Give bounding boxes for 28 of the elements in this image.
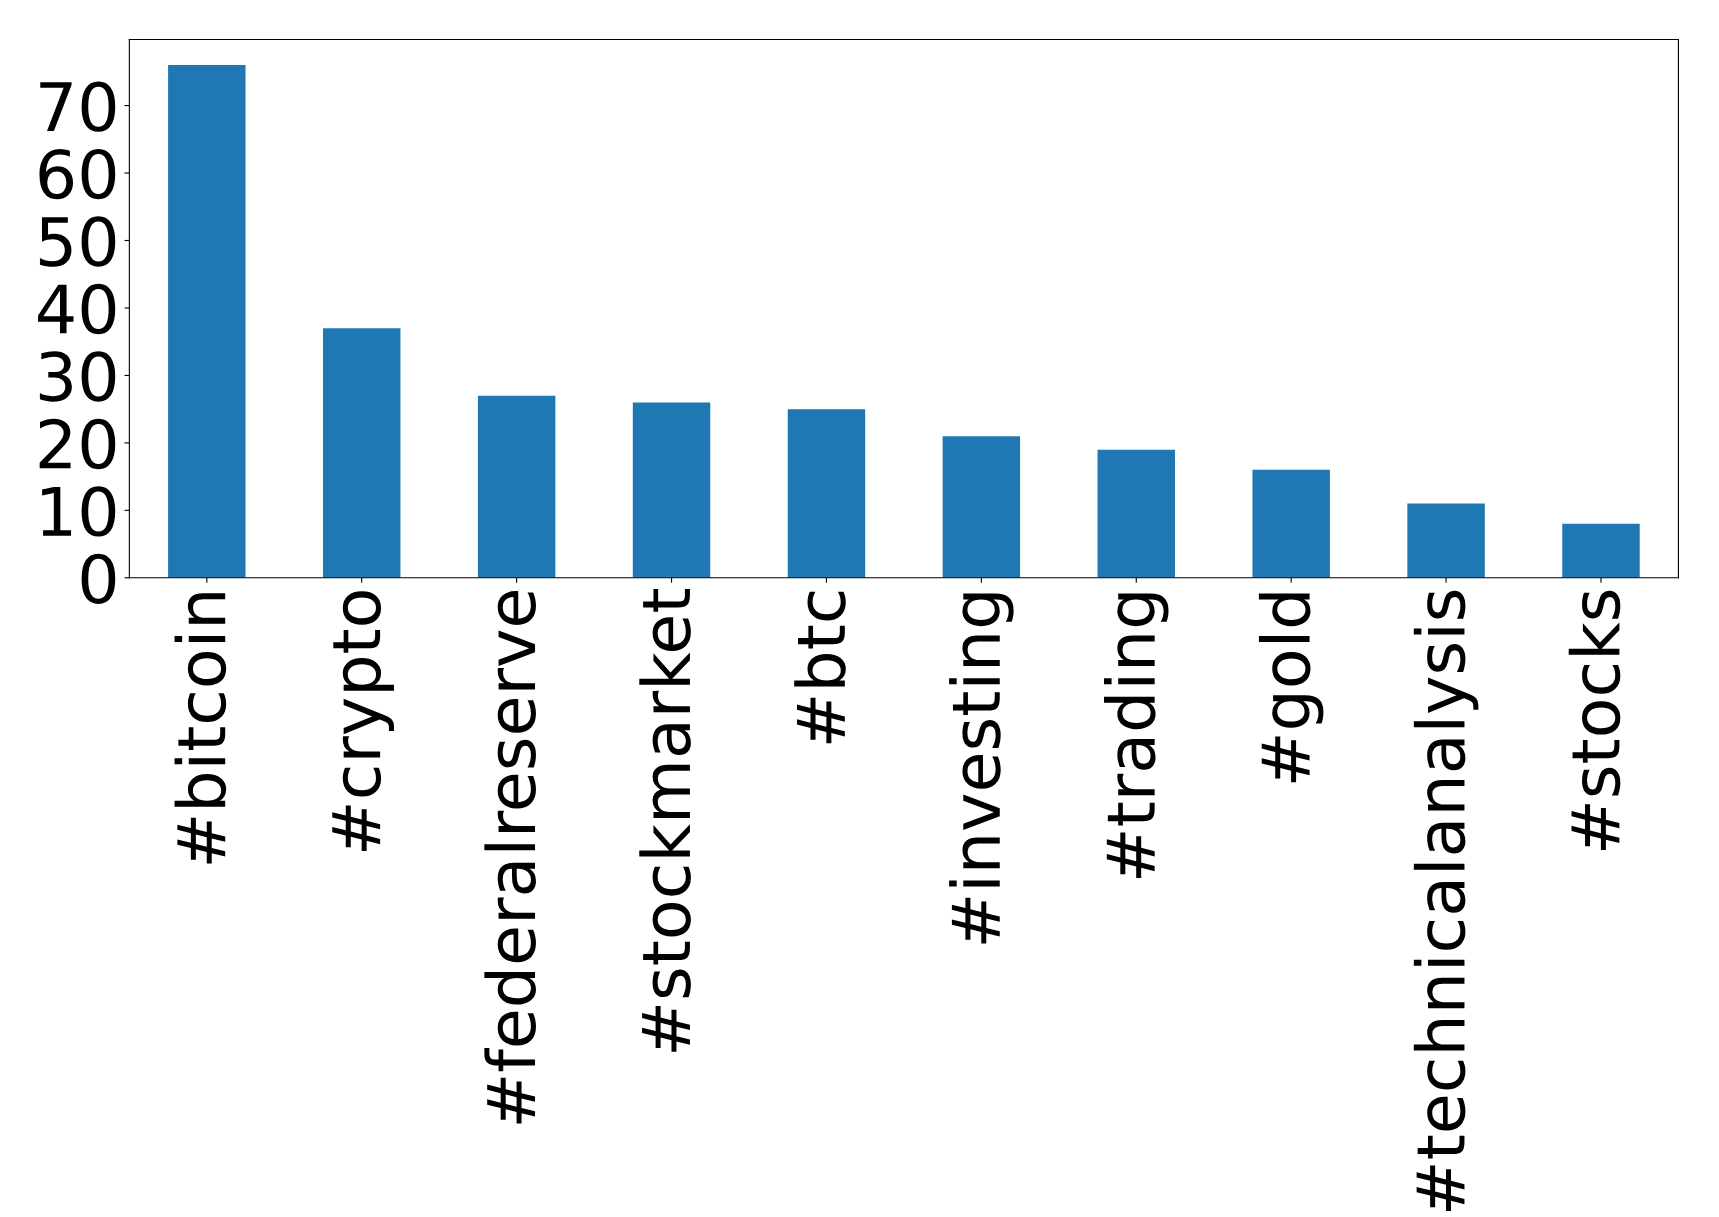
x-tick-label: #crypto xyxy=(332,591,394,852)
x-tick-label: #trading xyxy=(1104,593,1169,879)
bar xyxy=(787,409,866,578)
y-tick-label: 0 xyxy=(81,553,116,605)
x-tick-label: #technicalanalysis xyxy=(1413,590,1479,1212)
y-tick-label: 30 xyxy=(39,351,116,402)
bar xyxy=(323,328,401,578)
x-tick-label: #federalreserve xyxy=(484,591,536,1124)
bar xyxy=(942,436,1021,578)
y-tick-label: 20 xyxy=(39,418,116,470)
x-tick-label: #btc xyxy=(794,591,846,744)
bar xyxy=(632,402,711,578)
y-tick-label: 50 xyxy=(39,216,116,267)
y-tick-label: 40 xyxy=(38,283,116,335)
bar xyxy=(477,395,556,578)
y-tick-label: 60 xyxy=(39,148,116,200)
bar xyxy=(1407,503,1485,578)
x-tick-label: #gold xyxy=(1258,593,1324,783)
x-tick-label: #stocks xyxy=(1568,590,1621,850)
bar xyxy=(1562,523,1640,578)
x-tick-label: #investing xyxy=(949,593,1014,944)
x-tick-label: #stockmarket xyxy=(639,589,691,1052)
bar xyxy=(168,65,246,578)
bar xyxy=(1097,449,1175,578)
y-tick-label: 70 xyxy=(40,81,116,132)
x-tick-label: #bitcoin xyxy=(174,593,227,864)
y-tick-label: 10 xyxy=(42,486,116,537)
bar xyxy=(1252,469,1330,578)
